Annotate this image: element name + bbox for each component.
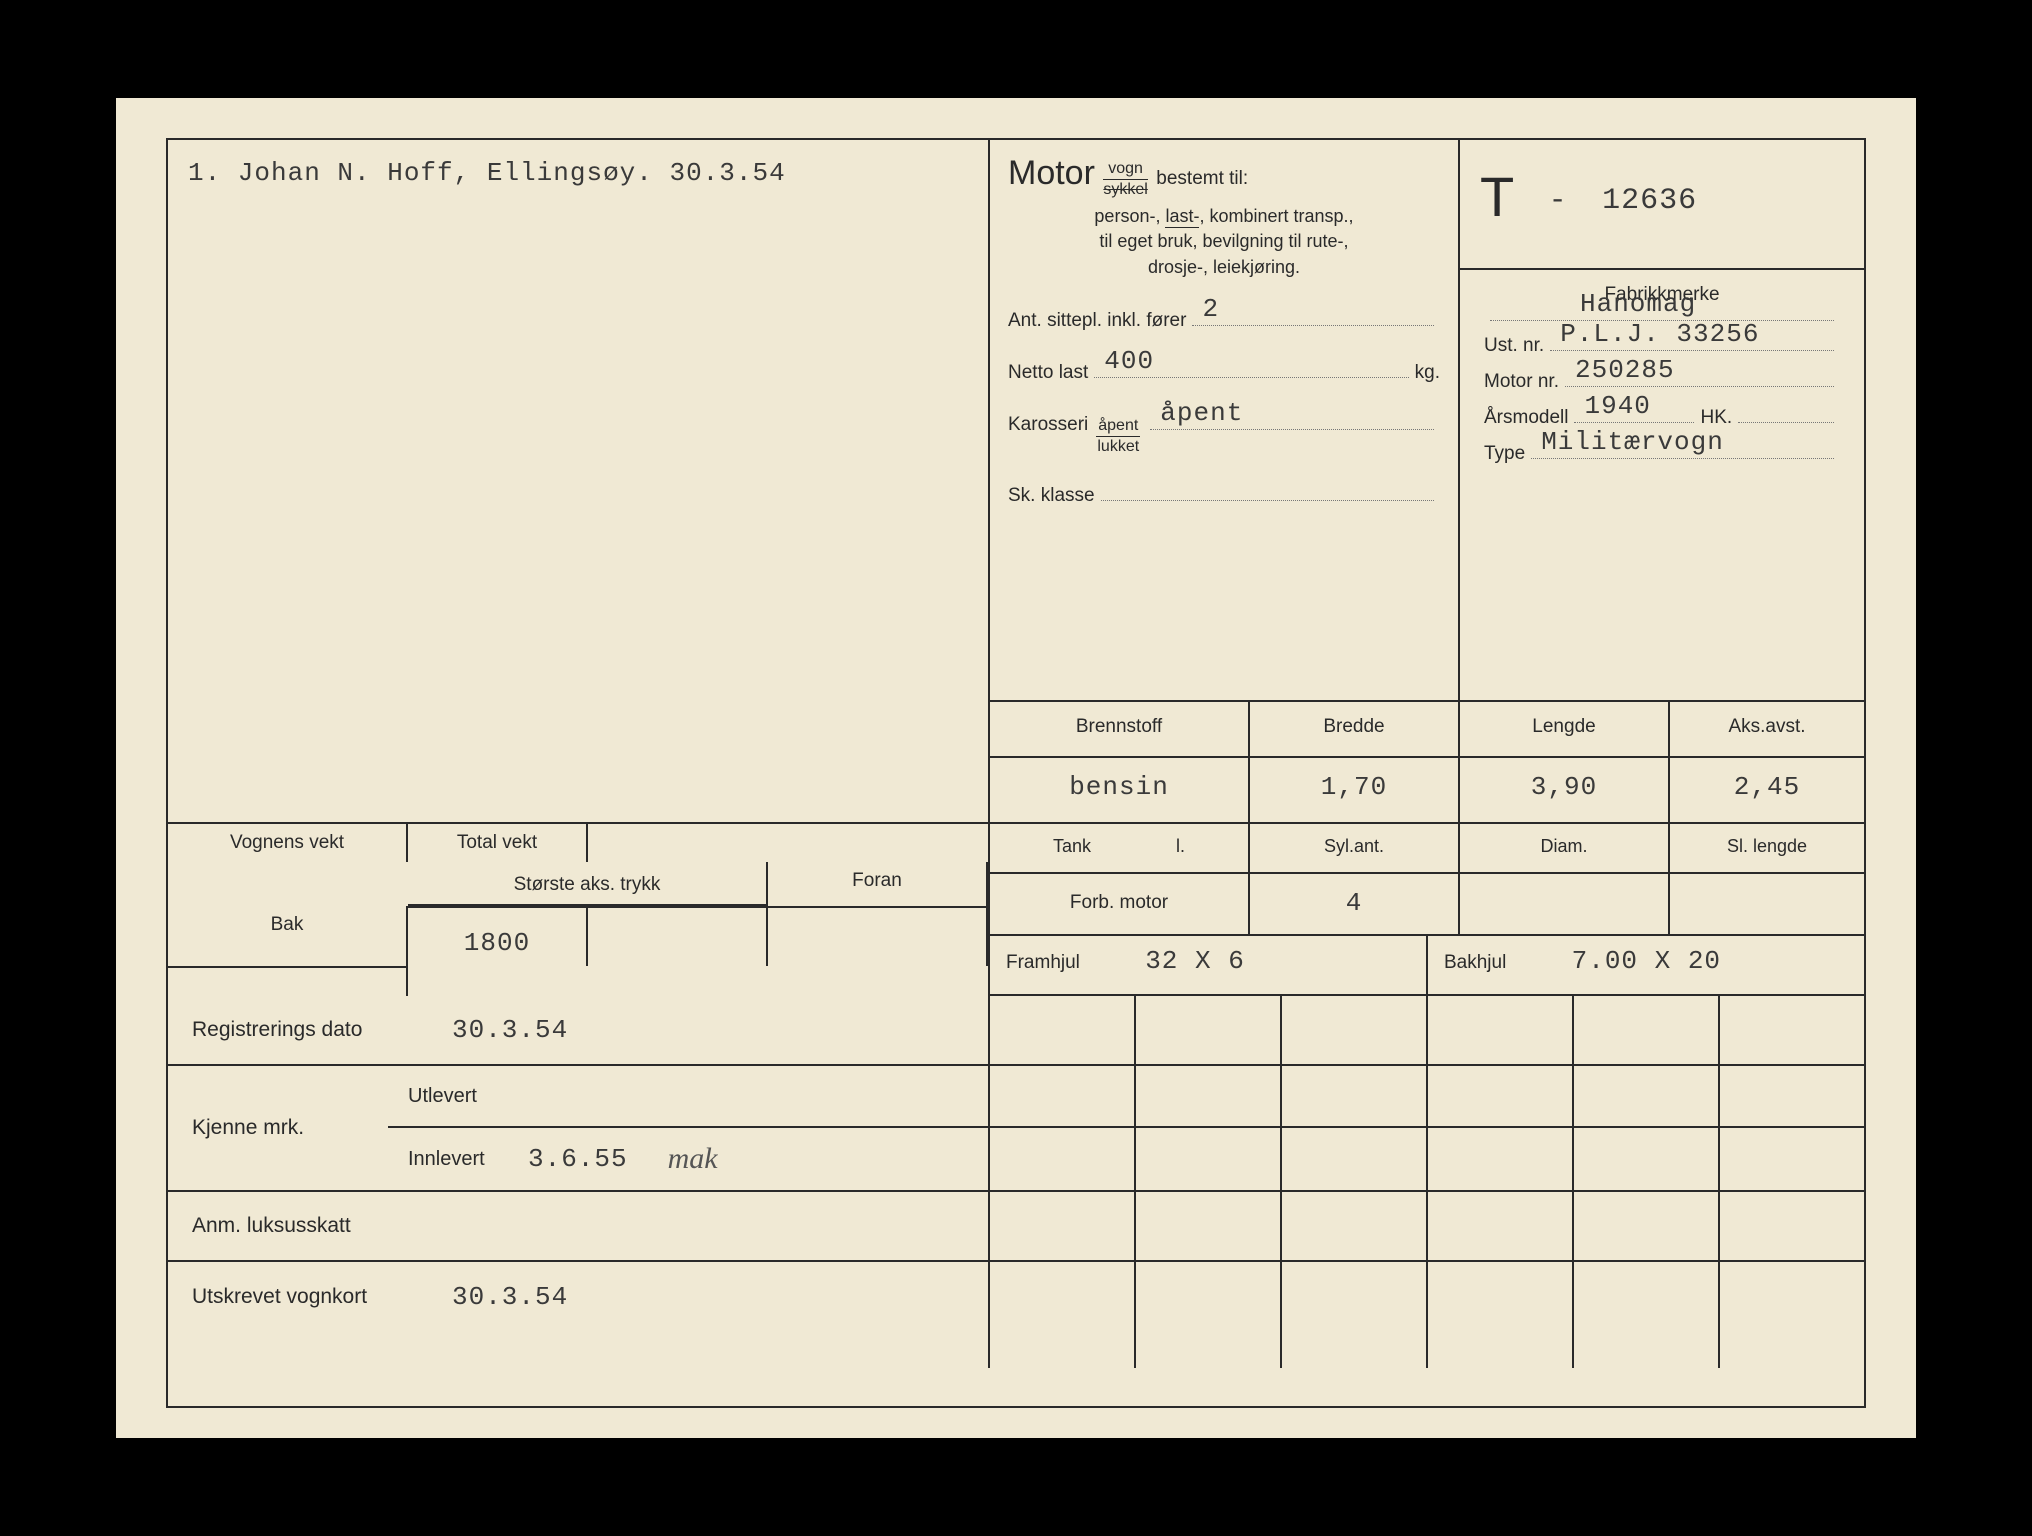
aksavst-value: 2,45	[1668, 756, 1864, 822]
bakhjul-cell: Bakhjul 7.00 X 20	[1426, 936, 1864, 994]
framhjul-label: Framhjul	[1006, 952, 1080, 973]
type-label: Type	[1484, 443, 1525, 465]
innlevert-note: mak	[668, 1142, 718, 1176]
sk-klasse-label: Sk. klasse	[1008, 485, 1095, 507]
ust-nr-label: Ust. nr.	[1484, 335, 1544, 357]
motor-frac-top: vogn	[1103, 161, 1147, 180]
reg-dato-row: Registrerings dato 30.3.54	[168, 996, 1864, 1066]
reg-dato-label: Registrerings dato	[192, 1018, 432, 1042]
foran-value	[588, 906, 768, 966]
ust-nr-row: Ust. nr. P.L.J. 33256	[1484, 335, 1840, 357]
karosseri-label: Karosseri	[1008, 414, 1088, 436]
ant-sittepl-label: Ant. sittepl. inkl. fører	[1008, 310, 1186, 332]
weight-box: Vognens vekt Største aks. trykk Total ve…	[168, 822, 988, 996]
karosseri-field: Karosseri åpent lukket åpent	[1008, 414, 1440, 455]
foran-label: Foran	[768, 862, 988, 906]
anm-row: Anm. luksusskatt	[168, 1192, 1864, 1262]
arsmodell-value: 1940	[1584, 391, 1650, 421]
utskrevet-row: Utskrevet vognkort 30.3.54	[168, 1262, 1864, 1332]
lengde-value: 3,90	[1458, 756, 1668, 822]
utskrevet-label: Utskrevet vognkort	[192, 1285, 432, 1309]
type-row: Type Militærvogn	[1484, 443, 1840, 465]
vognens-vekt-label: Vognens vekt	[168, 824, 408, 862]
motor-suffix: bestemt til:	[1156, 168, 1248, 189]
total-value	[168, 966, 408, 996]
motor-nr-label: Motor nr.	[1484, 371, 1559, 393]
bottom-rows: Registrerings dato 30.3.54 Kjenne mrk. U…	[168, 996, 1864, 1332]
wheel-row: Framhjul 32 X 6 Bakhjul 7.00 X 20	[988, 934, 1864, 996]
motor-frac-bot: sykkel	[1103, 180, 1147, 198]
bakhjul-value: 7.00 X 20	[1572, 946, 1721, 976]
reg-dash: -	[1549, 184, 1568, 218]
netto-last-field: Netto last 400 kg.	[1008, 362, 1440, 384]
ust-nr-value: P.L.J. 33256	[1560, 319, 1759, 349]
brennstoff-header: Brennstoff	[988, 700, 1248, 756]
netto-last-value: 400	[1104, 346, 1154, 376]
karosseri-fraction: åpent lukket	[1096, 418, 1140, 455]
framhjul-value: 32 X 6	[1145, 946, 1245, 976]
fabrikkmerke-value: Hanomag	[1580, 289, 1696, 319]
motor-box: Motor vogn sykkel bestemt til: person-, …	[988, 140, 1458, 700]
sllengde-value	[1668, 872, 1864, 934]
diam-value	[1458, 872, 1668, 934]
vognens-vekt-value: 1800	[408, 906, 588, 966]
spec-box: Fabrikkmerke Hanomag Ust. nr. P.L.J. 332…	[1458, 270, 1864, 700]
sllengde-header: Sl. lengde	[1668, 822, 1864, 872]
utlevert-label: Utlevert	[408, 1085, 528, 1108]
karosseri-value: åpent	[1160, 398, 1243, 428]
motor-description: person-, last-, kombinert transp., til e…	[1008, 204, 1440, 280]
bak-value	[768, 906, 988, 966]
motor-nr-row: Motor nr. 250285	[1484, 371, 1840, 393]
sk-klasse-field: Sk. klasse	[1008, 485, 1440, 507]
reg-number: 12636	[1602, 184, 1697, 218]
motor-title: Motor	[1008, 154, 1095, 193]
sylant-header: Syl.ant.	[1248, 822, 1458, 872]
innlevert-value: 3.6.55	[528, 1144, 628, 1174]
bak-label: Bak	[168, 906, 408, 966]
arsmodell-row: Årsmodell 1940 HK.	[1484, 407, 1840, 429]
forb-motor-label: Forb. motor	[988, 872, 1248, 934]
lengde-header: Lengde	[1458, 700, 1668, 756]
utskrevet-value: 30.3.54	[452, 1282, 568, 1312]
framhjul-cell: Framhjul 32 X 6	[988, 936, 1426, 994]
forb-cyl-value: 4	[1248, 872, 1458, 934]
innlevert-label: Innlevert	[408, 1148, 528, 1171]
type-value: Militærvogn	[1541, 427, 1724, 457]
owner-line: 1. Johan N. Hoff, Ellingsøy. 30.3.54	[188, 158, 786, 188]
main-border: 1. Johan N. Hoff, Ellingsøy. 30.3.54 Mot…	[166, 138, 1866, 1408]
motor-fraction: vogn sykkel	[1103, 161, 1147, 198]
reg-dato-value: 30.3.54	[452, 1015, 568, 1045]
brennstoff-value: bensin	[988, 756, 1248, 822]
reg-letter: T	[1480, 165, 1514, 228]
bakhjul-label: Bakhjul	[1444, 952, 1506, 973]
kjenne-mrk-label: Kjenne mrk.	[168, 1066, 388, 1190]
registration-box: T - 12636	[1458, 140, 1864, 270]
registration-card: 1. Johan N. Hoff, Ellingsøy. 30.3.54 Mot…	[116, 98, 1916, 1438]
kjenne-mrk-row: Kjenne mrk. Utlevert Innlevert 3.6.55 ma…	[168, 1066, 1864, 1192]
storste-aks-label: Største aks. trykk	[408, 862, 768, 906]
hk-label: HK.	[1700, 407, 1732, 429]
ant-sittepl-field: Ant. sittepl. inkl. fører 2	[1008, 310, 1440, 332]
ant-sittepl-value: 2	[1202, 294, 1219, 324]
aksavst-header: Aks.avst.	[1668, 700, 1864, 756]
arsmodell-label: Årsmodell	[1484, 407, 1568, 429]
total-vekt-label: Total vekt	[408, 824, 588, 862]
netto-last-label: Netto last	[1008, 362, 1088, 384]
bredde-header: Bredde	[1248, 700, 1458, 756]
tank-header: Tank l.	[988, 822, 1248, 872]
bredde-value: 1,70	[1248, 756, 1458, 822]
motor-nr-value: 250285	[1575, 355, 1675, 385]
anm-label: Anm. luksusskatt	[192, 1214, 432, 1238]
netto-last-unit: kg.	[1415, 362, 1440, 384]
diam-header: Diam.	[1458, 822, 1668, 872]
motor-heading: Motor vogn sykkel bestemt til:	[1008, 154, 1440, 198]
innlevert-row: Innlevert 3.6.55 mak	[388, 1128, 1864, 1190]
utlevert-row: Utlevert	[388, 1066, 1864, 1128]
